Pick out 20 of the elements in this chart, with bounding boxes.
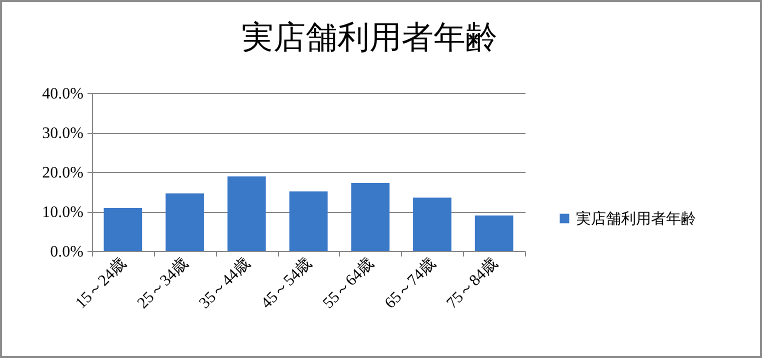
x-tick-label: 75～84歳 bbox=[442, 254, 501, 312]
x-tick-label: 25～34歳 bbox=[134, 254, 192, 312]
chart-title: 実店舗利用者年齢 bbox=[242, 19, 498, 55]
x-tick-label: 45～54歳 bbox=[257, 254, 316, 312]
x-tick-label: 55～64歳 bbox=[319, 254, 378, 312]
y-tick-label: 40.0% bbox=[42, 86, 84, 102]
bar bbox=[474, 215, 514, 251]
y-tick-label: 20.0% bbox=[42, 164, 84, 182]
x-tick-label: 35～44歳 bbox=[196, 254, 254, 312]
bar bbox=[351, 183, 390, 251]
bar bbox=[104, 208, 142, 251]
legend-label: 実店舗利用者年齢 bbox=[576, 210, 696, 228]
y-tick-label: 10.0% bbox=[42, 204, 84, 221]
bar bbox=[289, 191, 328, 251]
bar bbox=[227, 176, 266, 251]
x-tick-label: 65～74歳 bbox=[381, 254, 440, 312]
bar bbox=[413, 198, 452, 251]
bar bbox=[166, 193, 204, 251]
y-tick-label: 0.0% bbox=[50, 244, 84, 260]
y-tick-label: 30.0% bbox=[42, 125, 84, 142]
